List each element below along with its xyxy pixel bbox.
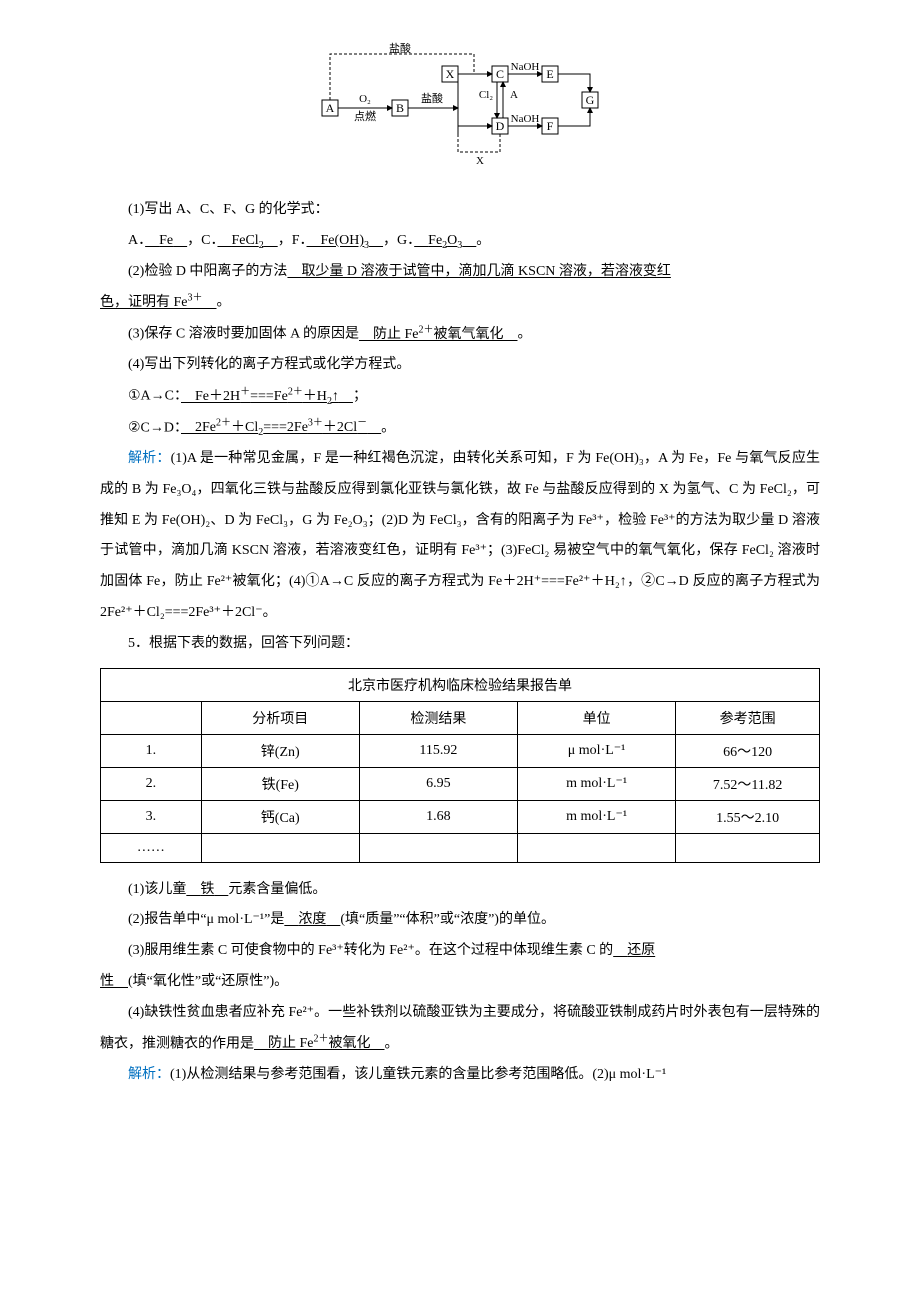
explain-1-text: (1)A 是一种常见金属，F 是一种红褐色沉淀，由转化关系可知，F 为 Fe(O… xyxy=(100,451,820,620)
q4-line1: ①A→C： Fe＋2H＋===Fe2＋＋H2↑ ； xyxy=(100,381,820,412)
q1-intro: (1)写出 A、C、F、G 的化学式： xyxy=(100,195,820,226)
svg-text:盐酸: 盐酸 xyxy=(421,91,443,105)
q1-f-pre: ，F． xyxy=(278,233,307,248)
th-3: 单位 xyxy=(518,701,676,734)
q3-ans2: 被氧气氧化 xyxy=(434,327,504,342)
q3-pre: (3)保存 C 溶液时要加固体 A 的原因是 xyxy=(128,327,359,342)
q4-l2-end: 。 xyxy=(381,420,395,435)
th-2: 检测结果 xyxy=(359,701,517,734)
table-row: 1. 锌(Zn) 115.92 μ mol·L⁻¹ 66～120 xyxy=(101,734,820,767)
node-a: A xyxy=(326,101,335,115)
node-x: X xyxy=(446,67,455,81)
explain-1: 解析：(1)A 是一种常见金属，F 是一种红褐色沉淀，由转化关系可知，F 为 F… xyxy=(100,444,820,629)
q3-ans: 防止 Fe xyxy=(373,327,419,342)
node-e: E xyxy=(546,67,553,81)
q1-g-ans: Fe xyxy=(428,233,442,248)
svg-text:点燃: 点燃 xyxy=(354,109,376,123)
q5-2: (2)报告单中“μ mol·L⁻¹”是 浓度 (填“质量”“体积”或“浓度”)的… xyxy=(100,905,820,936)
table-title: 北京市医疗机构临床检验结果报告单 xyxy=(101,668,820,701)
q2-line2: 色，证明有 Fe3＋ 。 xyxy=(100,287,820,318)
q1-end: 。 xyxy=(476,233,490,248)
table-row: …… xyxy=(101,833,820,862)
q5-3b: 性 (填“氧化性”或“还原性”)。 xyxy=(100,967,820,998)
lab-report-table: 北京市医疗机构临床检验结果报告单 分析项目 检测结果 单位 参考范围 1. 锌(… xyxy=(100,668,820,863)
svg-text:NaOH: NaOH xyxy=(511,113,540,125)
table-row: 2. 铁(Fe) 6.95 m mol·L⁻¹ 7.52～11.82 xyxy=(101,767,820,800)
q1-f-ans: Fe(OH) xyxy=(321,233,365,248)
q1-c-pre: ，C． xyxy=(187,233,217,248)
q5-intro: 5．根据下表的数据，回答下列问题： xyxy=(100,629,820,660)
q5-4: (4)缺铁性贫血患者应补充 Fe²⁺。一些补铁剂以硫酸亚铁为主要成分，将硫酸亚铁… xyxy=(100,998,820,1060)
node-f: F xyxy=(547,119,554,133)
q4-l1-pre: ①A→C： xyxy=(128,389,181,404)
svg-text:NaOH: NaOH xyxy=(511,61,540,73)
q1-g-pre: ，G． xyxy=(383,233,414,248)
explain-label: 解析： xyxy=(128,451,171,466)
svg-text:Cl₂: Cl₂ xyxy=(479,89,493,101)
q4-l1-end: ； xyxy=(353,389,367,404)
node-b: B xyxy=(396,101,404,115)
q2-ans-b: 色，证明有 Fe xyxy=(100,295,188,310)
q5-3: (3)服用维生素 C 可使食物中的 Fe³⁺转化为 Fe²⁺。在这个过程中体现维… xyxy=(100,936,820,967)
th-4: 参考范围 xyxy=(676,701,820,734)
q1-a-ans: Fe xyxy=(159,233,173,248)
conversion-diagram: A B X C D E F G xyxy=(100,40,820,175)
explain-2-text: (1)从检测结果与参考范围看，该儿童铁元素的含量比参考范围略低。(2)μ mol… xyxy=(170,1067,666,1082)
q2-ans-a: 取少量 D 溶液于试管中，滴加几滴 KSCN 溶液，若溶液变红 xyxy=(301,264,670,279)
svg-text:A: A xyxy=(510,89,518,101)
node-c: C xyxy=(496,67,504,81)
table-row: 3. 钙(Ca) 1.68 m mol·L⁻¹ 1.55～2.10 xyxy=(101,800,820,833)
q1-answers: A． Fe ，C． FeCl2 ，F． Fe(OH)3 ，G． Fe2O3 。 xyxy=(100,226,820,257)
svg-text:X: X xyxy=(476,155,484,167)
table-header-row: 分析项目 检测结果 单位 参考范围 xyxy=(101,701,820,734)
explain-2: 解析：(1)从检测结果与参考范围看，该儿童铁元素的含量比参考范围略低。(2)μ … xyxy=(100,1060,820,1091)
q4-intro: (4)写出下列转化的离子方程式或化学方程式。 xyxy=(100,350,820,381)
explain-label-2: 解析： xyxy=(128,1067,170,1082)
th-1: 分析项目 xyxy=(201,701,359,734)
q3-end: 。 xyxy=(518,327,532,342)
node-d: D xyxy=(496,119,505,133)
q1-a-pre: A． xyxy=(128,233,145,248)
q4-l2-pre: ②C→D： xyxy=(128,420,181,435)
q3: (3)保存 C 溶液时要加固体 A 的原因是 防止 Fe2＋被氧气氧化 。 xyxy=(100,319,820,350)
q2-pre: (2)检验 D 中阳离子的方法 xyxy=(128,264,287,279)
svg-text:盐酸: 盐酸 xyxy=(389,41,411,55)
node-g: G xyxy=(586,93,595,107)
th-0 xyxy=(101,701,202,734)
q2-end: 。 xyxy=(217,295,231,310)
svg-text:O₂: O₂ xyxy=(359,93,371,105)
q1-c-ans: FeCl xyxy=(231,233,258,248)
q5-1: (1)该儿童 铁 元素含量偏低。 xyxy=(100,875,820,906)
q2: (2)检验 D 中阳离子的方法 取少量 D 溶液于试管中，滴加几滴 KSCN 溶… xyxy=(100,257,820,288)
q4-line2: ②C→D： 2Fe2＋＋Cl2===2Fe3＋＋2Cl－ 。 xyxy=(100,413,820,444)
